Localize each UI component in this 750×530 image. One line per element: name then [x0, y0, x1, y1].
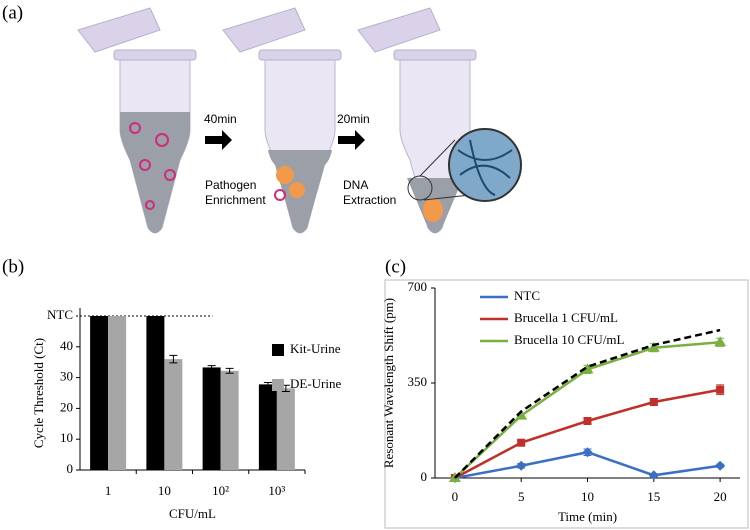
panel-frame	[384, 279, 749, 529]
legend-swatch	[272, 344, 284, 356]
marker	[516, 460, 527, 471]
y-tick-label: 0	[421, 469, 428, 484]
error-bar	[263, 382, 272, 387]
error-bar	[225, 367, 234, 374]
marker	[581, 363, 594, 374]
x-tick-label: 10²	[212, 483, 229, 498]
step-label: Enrichment	[205, 193, 266, 207]
x-tick-label: 20	[714, 489, 727, 504]
marker	[716, 385, 725, 394]
legend-label: Brucella 10 CFU/mL	[514, 332, 625, 347]
y-tick-label: 30	[60, 369, 73, 384]
y-tick-label: 700	[408, 279, 428, 294]
tube	[77, 7, 197, 234]
step-time: 20min	[337, 112, 370, 126]
y-tick-label: 20	[60, 399, 73, 414]
legend-label: DE-Urine	[290, 376, 341, 391]
fit-line	[454, 328, 721, 479]
y-axis-label: Cycle Threshold (Ct)	[31, 338, 46, 448]
panel-label: (b)	[2, 256, 24, 277]
x-tick-label: 10³	[268, 483, 285, 498]
step-time: 40min	[204, 112, 237, 126]
marker	[517, 438, 526, 447]
y-axis-label: Resonant Wavelength Shift (pm)	[381, 298, 396, 468]
bar	[164, 359, 183, 470]
marker	[649, 398, 658, 406]
x-tick-label: 10	[581, 489, 594, 504]
bar	[108, 316, 127, 470]
panel-label: (c)	[385, 256, 406, 277]
x-tick-label: 1	[105, 483, 112, 498]
x-tick-label: 0	[452, 489, 459, 504]
panel-label: (a)	[2, 2, 23, 23]
marker	[648, 470, 659, 481]
error-bar	[207, 365, 216, 370]
x-axis-label: CFU/mL	[169, 506, 216, 521]
y-tick-label: 10	[60, 430, 73, 445]
x-tick-label: 5	[518, 489, 525, 504]
series-line	[454, 388, 721, 480]
step-label: Extraction	[343, 193, 396, 207]
y-tick-label: 40	[60, 338, 73, 353]
bar	[276, 388, 295, 470]
legend-label: Kit-Urine	[290, 341, 341, 356]
legend-label: NTC	[514, 288, 540, 303]
marker	[715, 460, 726, 471]
step-label: Pathogen	[205, 178, 256, 192]
y-tick-label: 0	[67, 461, 74, 476]
bar	[146, 316, 165, 470]
bar	[202, 367, 221, 470]
tube	[357, 7, 522, 234]
tube	[222, 7, 342, 234]
bar	[258, 384, 277, 470]
marker	[582, 447, 593, 458]
bar	[220, 370, 239, 470]
legend-swatch	[272, 379, 284, 391]
marker	[515, 409, 528, 420]
y-tick-label: 350	[408, 374, 428, 389]
legend-label: Brucella 1 CFU/mL	[514, 310, 618, 325]
y-tick-label: NTC	[47, 307, 73, 322]
x-tick-label: 10	[158, 483, 171, 498]
marker	[647, 341, 660, 352]
bar	[90, 316, 109, 470]
arrow	[205, 130, 232, 150]
step-label: DNA	[343, 178, 368, 192]
marker	[714, 336, 727, 347]
arrow	[338, 130, 365, 150]
error-bar	[169, 354, 178, 364]
x-tick-label: 15	[647, 489, 660, 504]
marker	[583, 417, 592, 425]
x-axis-label: Time (min)	[558, 509, 617, 524]
